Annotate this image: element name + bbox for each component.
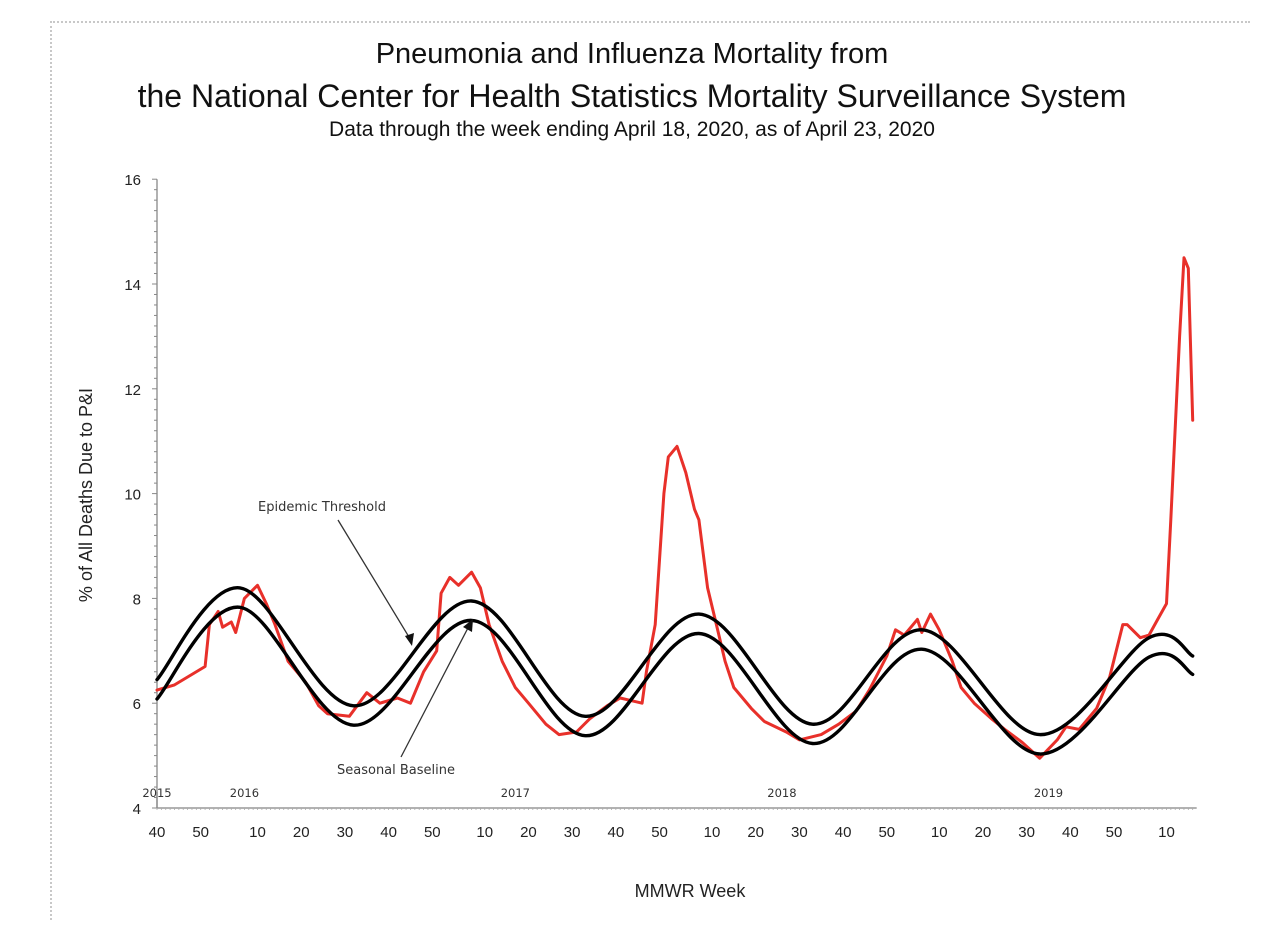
y-tick-label: 10 <box>124 487 141 504</box>
chart-title-line2: the National Center for Health Statistic… <box>137 78 1127 114</box>
series-layer <box>155 256 1195 760</box>
chart-frame <box>50 21 1250 920</box>
year-label: 2018 <box>767 786 796 800</box>
pi-mortality-line <box>155 256 1195 760</box>
y-tick-label: 14 <box>124 277 141 294</box>
chart-title-line1: Pneumonia and Influenza Mortality from <box>375 38 889 70</box>
y-tick-label: 8 <box>133 591 141 608</box>
annotation-seasonal-baseline: Seasonal Baseline <box>337 763 455 778</box>
annotation-arrow-baseline <box>400 623 471 758</box>
x-tick-label: 10 <box>249 824 266 841</box>
x-tick-label: 40 <box>1062 824 1079 841</box>
x-tick-label: 30 <box>337 824 354 841</box>
x-tick-label: 30 <box>564 824 581 841</box>
x-tick-label: 50 <box>878 824 895 841</box>
annotation-arrowhead-baseline <box>463 619 473 632</box>
y-tick-label: 4 <box>133 801 141 818</box>
x-tick-label: 20 <box>520 824 537 841</box>
x-tick-label: 20 <box>293 824 310 841</box>
x-axis-title: MMWR Week <box>635 881 747 901</box>
x-tick-label: 10 <box>1158 824 1175 841</box>
annotations: Epidemic Threshold Seasonal Baseline <box>258 500 473 778</box>
y-tick-label: 12 <box>124 382 141 399</box>
x-tick-label: 50 <box>424 824 441 841</box>
year-label: 2016 <box>230 786 259 800</box>
annotation-epidemic-threshold: Epidemic Threshold <box>258 500 386 515</box>
x-tick-label: 10 <box>704 824 721 841</box>
chart-subtitle: Data through the week ending April 18, 2… <box>329 118 935 141</box>
year-label: 2017 <box>501 786 530 800</box>
axes: 4 6 8 10 12 14 16 40 50 10 20 30 40 50 10 20 30 40 50 10 20 3… <box>124 172 1197 841</box>
seasonal-baseline-line <box>155 605 1195 756</box>
x-tick-label: 10 <box>476 824 493 841</box>
year-label: 2019 <box>1034 786 1063 800</box>
x-tick-label: 40 <box>835 824 852 841</box>
annotation-arrow-threshold <box>337 519 413 643</box>
x-tick-label: 50 <box>1106 824 1123 841</box>
x-tick-label: 50 <box>651 824 668 841</box>
y-axis-title: % of All Deaths Due to P&I <box>76 388 96 602</box>
x-tick-label: 40 <box>608 824 625 841</box>
x-tick-label: 30 <box>791 824 808 841</box>
y-tick-label: 16 <box>124 172 141 189</box>
x-tick-label: 20 <box>747 824 764 841</box>
y-tick-label: 6 <box>133 696 141 713</box>
x-tick-label: 20 <box>975 824 992 841</box>
epidemic-threshold-line <box>155 586 1195 737</box>
x-tick-label: 40 <box>149 824 166 841</box>
x-tick-label: 40 <box>380 824 397 841</box>
x-tick-label: 10 <box>931 824 948 841</box>
annotation-arrowhead-threshold <box>405 633 414 646</box>
x-tick-label: 30 <box>1018 824 1035 841</box>
x-tick-label: 50 <box>192 824 209 841</box>
year-label: 2015 <box>142 786 171 800</box>
